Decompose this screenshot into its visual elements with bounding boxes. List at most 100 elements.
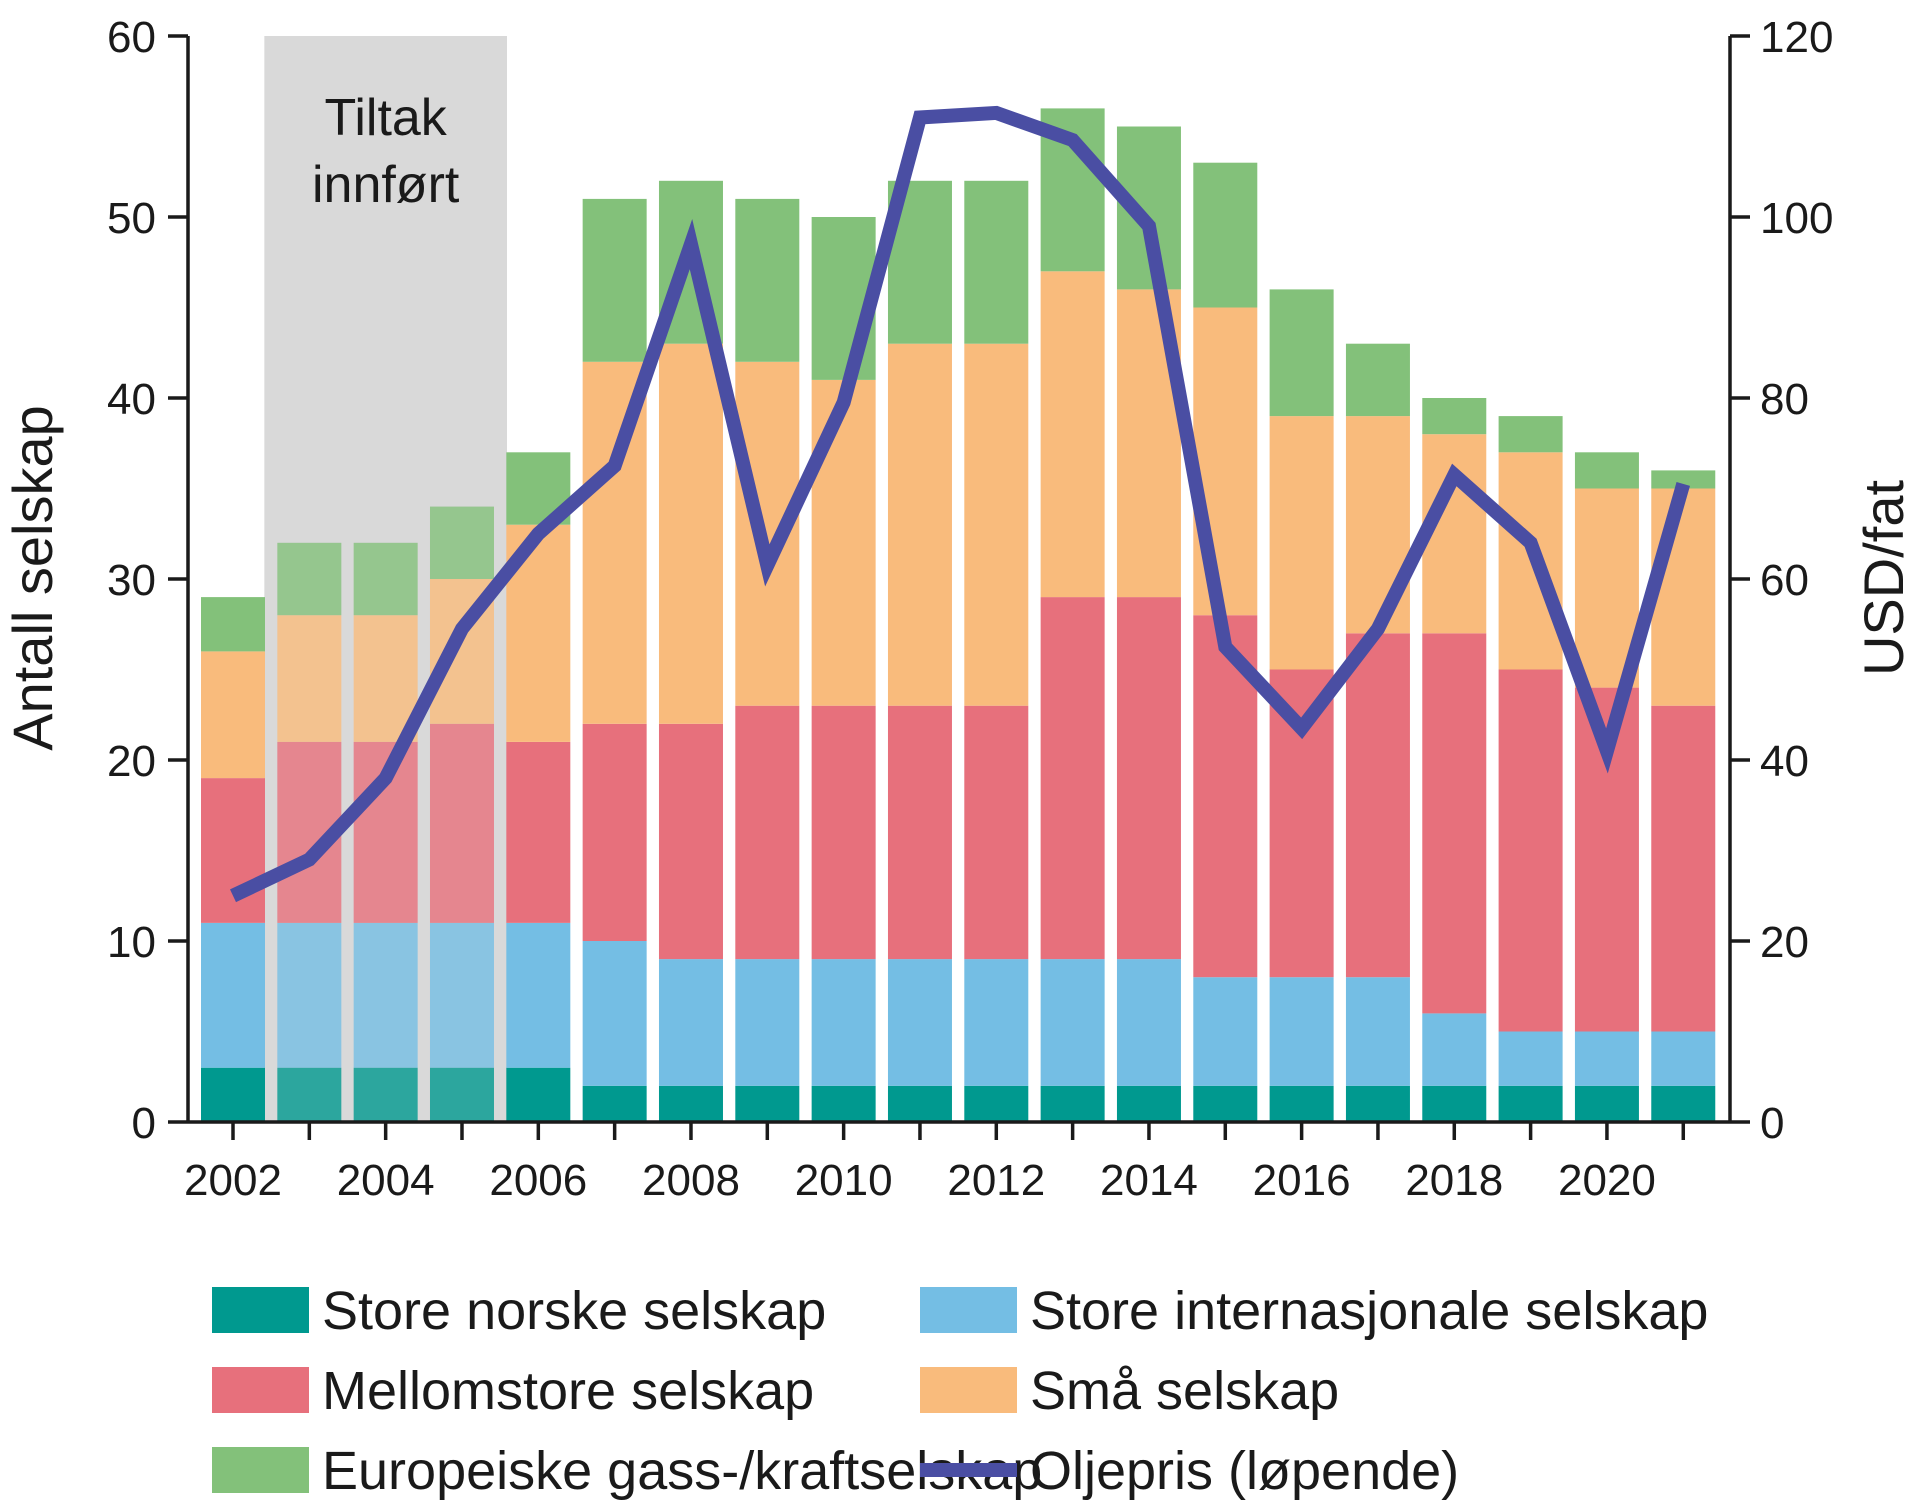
bar-europeiske-gass-kraftselskap-2020	[1574, 452, 1639, 489]
bar-store-internasjonale-selskap-2009	[735, 959, 800, 1086]
bar-store-norske-selskap-2021	[1651, 1085, 1716, 1122]
x-tick-label-2012: 2012	[947, 1156, 1045, 1205]
x-tick-label-2008: 2008	[642, 1156, 740, 1205]
y-tick-label-right-80: 80	[1760, 375, 1809, 424]
bar-sm-selskap-2010	[811, 379, 876, 706]
bar-store-internasjonale-selskap-2004	[353, 922, 418, 1068]
x-tick-label-2016: 2016	[1253, 1156, 1351, 1205]
bar-mellomstore-selskap-2019	[1498, 669, 1563, 1032]
bar-mellomstore-selskap-2006	[506, 741, 571, 923]
bar-store-norske-selskap-2019	[1498, 1085, 1563, 1122]
bar-store-internasjonale-selskap-2017	[1345, 977, 1410, 1086]
bar-store-norske-selskap-2004	[353, 1067, 418, 1122]
legend-swatch-sm-selskap	[920, 1367, 1017, 1413]
bar-sm-selskap-2016	[1269, 416, 1334, 670]
y-tick-label-left-60: 60	[107, 13, 156, 62]
bar-mellomstore-selskap-2007	[582, 723, 647, 941]
legend-label-oljepris-l-pende: Oljepris (løpende)	[1030, 1441, 1459, 1500]
x-tick-label-2020: 2020	[1558, 1156, 1656, 1205]
bar-store-internasjonale-selskap-2018	[1422, 1013, 1487, 1086]
x-tick-label-2014: 2014	[1100, 1156, 1198, 1205]
bar-store-norske-selskap-2016	[1269, 1085, 1334, 1122]
y-tick-label-left-0: 0	[132, 1099, 156, 1148]
bar-store-internasjonale-selskap-2012	[964, 959, 1029, 1086]
oil-price-line	[230, 105, 1691, 903]
bar-store-internasjonale-selskap-2008	[658, 959, 723, 1086]
bar-europeiske-gass-kraftselskap-2016	[1269, 289, 1334, 417]
bar-mellomstore-selskap-2012	[964, 705, 1029, 960]
bar-store-internasjonale-selskap-2013	[1040, 959, 1105, 1086]
bar-europeiske-gass-kraftselskap-2015	[1193, 162, 1258, 308]
bar-mellomstore-selskap-2014	[1116, 597, 1181, 960]
bar-europeiske-gass-kraftselskap-2004	[353, 542, 418, 616]
bar-store-norske-selskap-2011	[887, 1085, 952, 1122]
bar-store-internasjonale-selskap-2019	[1498, 1031, 1563, 1086]
bar-sm-selskap-2012	[964, 343, 1029, 706]
bar-europeiske-gass-kraftselskap-2019	[1498, 416, 1563, 453]
bar-store-norske-selskap-2012	[964, 1085, 1029, 1122]
bar-europeiske-gass-kraftselskap-2002	[201, 597, 265, 652]
bar-sm-selskap-2021	[1651, 488, 1716, 706]
bar-store-internasjonale-selskap-2015	[1193, 977, 1258, 1086]
y-tick-label-left-30: 30	[107, 556, 156, 605]
bar-mellomstore-selskap-2011	[887, 705, 952, 960]
bar-store-norske-selskap-2018	[1422, 1085, 1487, 1122]
y-axis-title-right: USD/fat	[1852, 480, 1915, 676]
bar-mellomstore-selskap-2018	[1422, 633, 1487, 1014]
bar-mellomstore-selskap-2021	[1651, 705, 1716, 1032]
annotation-label-line2: innført	[312, 156, 460, 214]
bar-europeiske-gass-kraftselskap-2021	[1651, 470, 1716, 489]
bar-store-internasjonale-selskap-2020	[1574, 1031, 1639, 1086]
axes: 0 10 20 30 40 50 60 0 20 40 60 80 100 120 2002 2004 2006…	[107, 13, 1833, 1205]
bar-sm-selskap-2017	[1345, 416, 1410, 634]
bar-store-norske-selskap-2006	[506, 1067, 571, 1122]
legend-label-store-internasjonale-selskap: Store internasjonale selskap	[1030, 1281, 1708, 1341]
legend-label-store-norske-selskap: Store norske selskap	[322, 1281, 826, 1341]
y-tick-label-right-60: 60	[1760, 556, 1809, 605]
bar-europeiske-gass-kraftselskap-2012	[964, 180, 1029, 344]
annotation-label-line1: Tiltak	[325, 89, 448, 147]
bar-store-norske-selskap-2002	[201, 1067, 265, 1122]
bar-europeiske-gass-kraftselskap-2009	[735, 198, 800, 362]
bar-mellomstore-selskap-2008	[658, 723, 723, 960]
bar-store-internasjonale-selskap-2005	[429, 922, 494, 1068]
bar-store-norske-selskap-2017	[1345, 1085, 1410, 1122]
y-tick-label-right-100: 100	[1760, 194, 1833, 243]
legend-swatch-store-norske-selskap	[212, 1287, 309, 1333]
legend-swatch-mellomstore-selskap	[212, 1367, 309, 1413]
bar-sm-selskap-2013	[1040, 271, 1105, 598]
bar-mellomstore-selskap-2005	[429, 723, 494, 923]
bar-store-norske-selskap-2015	[1193, 1085, 1258, 1122]
bar-mellomstore-selskap-2009	[735, 705, 800, 960]
legend-label-sm-selskap: Små selskap	[1030, 1361, 1339, 1421]
bar-sm-selskap-2008	[658, 343, 723, 724]
bar-store-internasjonale-selskap-2007	[582, 941, 647, 1086]
y-tick-label-left-20: 20	[107, 737, 156, 786]
legend-swatch-store-internasjonale-selskap	[920, 1287, 1017, 1333]
bar-store-internasjonale-selskap-2006	[506, 922, 571, 1068]
x-tick-label-2006: 2006	[489, 1156, 587, 1205]
bar-store-norske-selskap-2013	[1040, 1085, 1105, 1122]
bar-mellomstore-selskap-2016	[1269, 669, 1334, 978]
bar-store-norske-selskap-2010	[811, 1085, 876, 1122]
bar-store-norske-selskap-2005	[429, 1067, 494, 1122]
bar-sm-selskap-2011	[887, 343, 952, 706]
bar-store-norske-selskap-2008	[658, 1085, 723, 1122]
x-tick-label-2004: 2004	[337, 1156, 435, 1205]
y-tick-label-right-40: 40	[1760, 737, 1809, 786]
bar-store-norske-selskap-2009	[735, 1085, 800, 1122]
bar-store-internasjonale-selskap-2016	[1269, 977, 1334, 1086]
bar-store-internasjonale-selskap-2021	[1651, 1031, 1716, 1086]
legend-label-mellomstore-selskap: Mellomstore selskap	[322, 1361, 814, 1421]
y-tick-label-right-120: 120	[1760, 13, 1833, 62]
y-tick-label-left-40: 40	[107, 375, 156, 424]
bar-mellomstore-selskap-2013	[1040, 597, 1105, 960]
bar-mellomstore-selskap-2017	[1345, 633, 1410, 978]
bar-europeiske-gass-kraftselskap-2003	[277, 542, 342, 616]
bar-store-norske-selskap-2014	[1116, 1085, 1181, 1122]
bar-europeiske-gass-kraftselskap-2018	[1422, 398, 1487, 435]
bar-europeiske-gass-kraftselskap-2005	[429, 506, 494, 579]
x-tick-label-2018: 2018	[1405, 1156, 1503, 1205]
y-tick-label-right-20: 20	[1760, 918, 1809, 967]
